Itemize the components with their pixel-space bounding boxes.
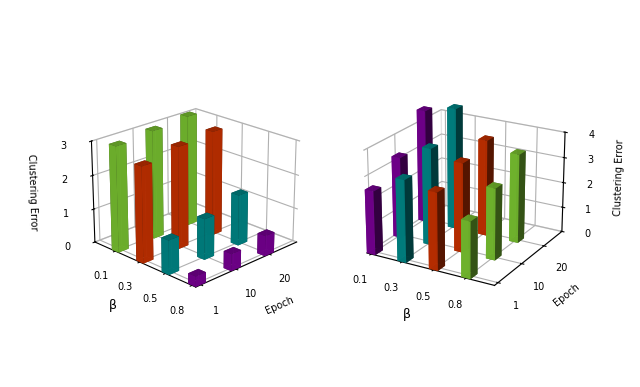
Y-axis label: Epoch: Epoch xyxy=(552,281,581,308)
X-axis label: Epoch: Epoch xyxy=(264,295,295,316)
Y-axis label: β: β xyxy=(108,299,116,312)
X-axis label: β: β xyxy=(403,308,410,321)
